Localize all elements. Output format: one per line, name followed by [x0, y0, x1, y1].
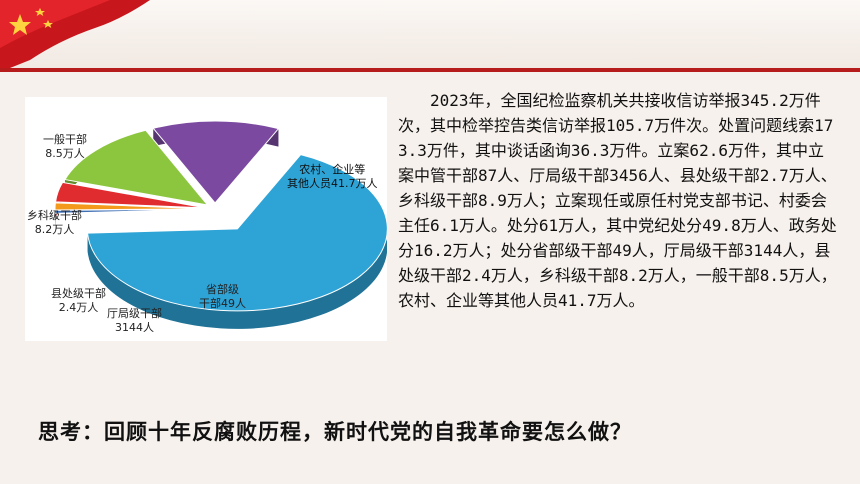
slice-label-general: 一般干部 8.5万人: [43, 133, 87, 160]
flag-star-icon: [35, 8, 45, 16]
pie-slice-county: [55, 181, 206, 209]
pie-slice-bureau: [54, 202, 206, 211]
flag-star-icon: [43, 20, 53, 28]
slice-label-other: 农村、企业等 其他人员41.7万人: [287, 163, 378, 190]
slice-label-bureau: 厅局级干部 3144人: [107, 307, 162, 334]
header-divider: [0, 68, 860, 72]
slice-label-county: 县处级干部 2.4万人: [51, 287, 106, 314]
pie-chart-panel: 农村、企业等 其他人员41.7万人 省部级 干部49人 厅局级干部 3144人 县处级…: [25, 97, 387, 341]
slice-label-provincial: 省部级 干部49人: [199, 283, 246, 310]
red-flag-decoration: [0, 0, 150, 72]
slice-label-township: 乡科级干部 8.2万人: [27, 209, 82, 236]
header-band: [0, 0, 860, 70]
pie-slice-township: [64, 129, 209, 206]
pie-slice-general: [152, 120, 280, 204]
flag-star-icon: [9, 14, 31, 35]
statistics-paragraph: 2023年，全国纪检监察机关共接收信访举报345.2万件次，其中检举控告类信访举…: [398, 91, 837, 310]
pie-slice-other: [87, 154, 387, 312]
discussion-question: 思考：回顾十年反腐败历程，新时代党的自我革命要怎么做？: [38, 420, 632, 444]
pie-chart: [54, 120, 387, 329]
